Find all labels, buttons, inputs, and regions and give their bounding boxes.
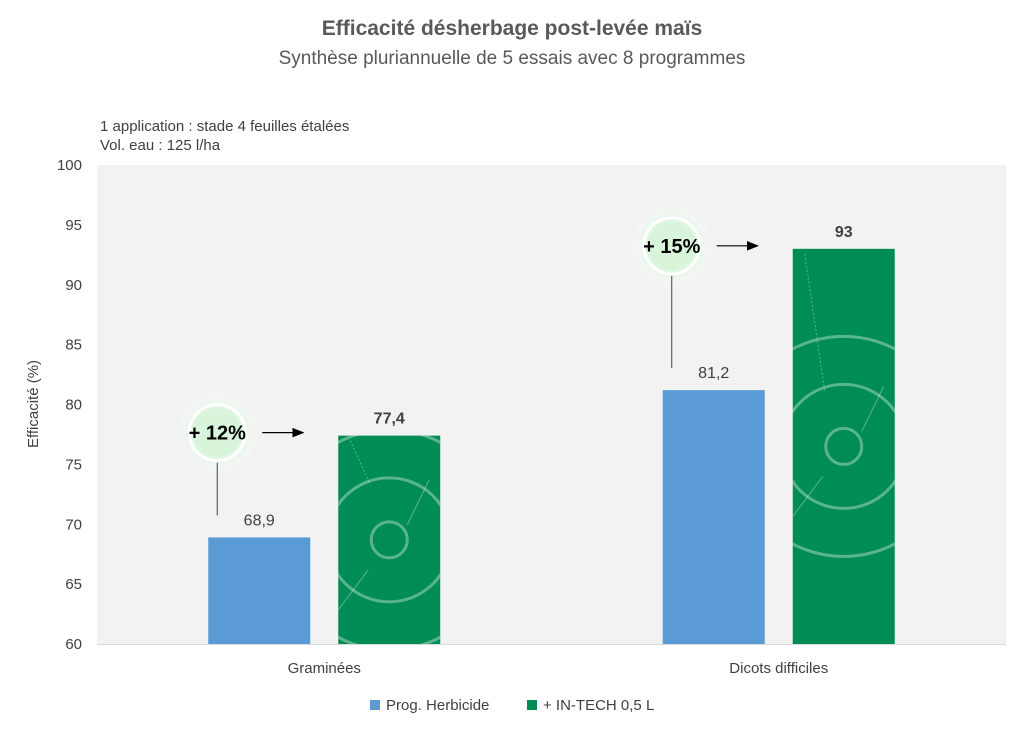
bar-in-tech [338, 435, 441, 644]
y-tick-label: 100 [57, 157, 82, 174]
data-label: 81,2 [698, 365, 729, 382]
bar-texture [338, 435, 441, 645]
annotation-glow [629, 203, 714, 288]
data-label: 68,9 [244, 512, 275, 529]
legend-label: Prog. Herbicide [386, 697, 489, 714]
y-tick-label: 70 [65, 516, 82, 533]
y-tick-label: 85 [65, 337, 82, 354]
bar-in-tech [792, 248, 895, 644]
legend-label: + IN-TECH 0,5 L [543, 697, 654, 714]
bar-herbicide [662, 390, 765, 644]
annotation-label: + 12% [189, 423, 246, 445]
chart-title: Efficacité désherbage post-levée maïs [322, 17, 703, 40]
chart-note-2: Vol. eau : 125 l/ha [100, 137, 221, 154]
y-tick-label: 60 [65, 636, 82, 653]
x-tick-label: Graminées [288, 660, 361, 677]
legend-swatch [370, 700, 380, 710]
y-tick-label: 90 [65, 277, 82, 294]
y-tick-label: 80 [65, 397, 82, 414]
annotation-circle [187, 403, 247, 463]
data-label: 77,4 [374, 411, 405, 428]
bar-herbicide [208, 537, 311, 644]
chart-subtitle: Synthèse pluriannuelle de 5 essais avec … [279, 48, 746, 69]
bar-texture [792, 253, 895, 558]
y-axis-label: Efficacité (%) [25, 360, 42, 448]
legend-swatch [527, 700, 537, 710]
chart-note-1: 1 application : stade 4 feuilles étalées [100, 118, 349, 135]
x-tick-label: Dicots difficiles [729, 660, 828, 677]
y-tick-label: 75 [65, 456, 82, 473]
y-tick-label: 65 [65, 576, 82, 593]
data-label: 93 [835, 224, 853, 241]
y-tick-label: 95 [65, 217, 82, 234]
annotation-label: + 15% [643, 236, 700, 258]
annotation-glow [175, 390, 260, 475]
annotation-circle [642, 216, 702, 276]
